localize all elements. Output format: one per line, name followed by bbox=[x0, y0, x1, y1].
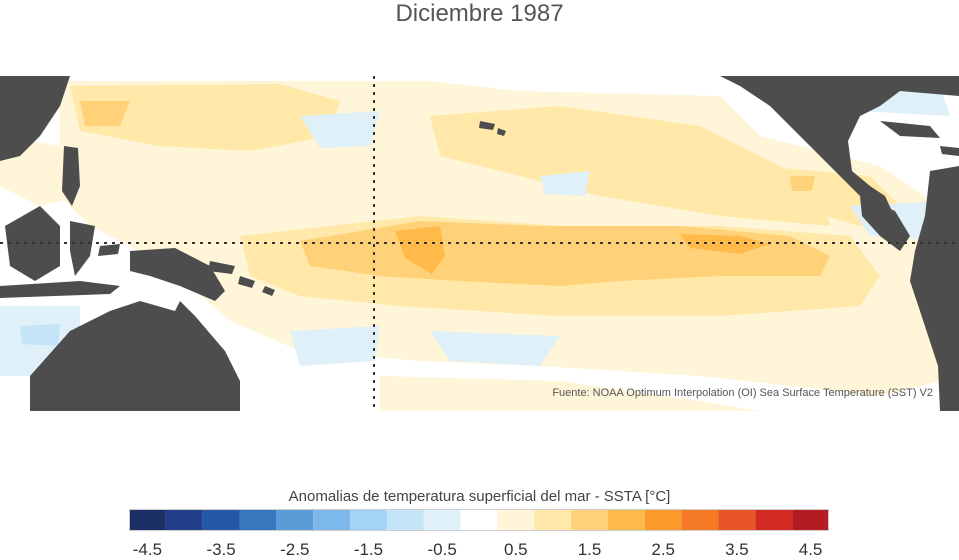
data-source-credit: Fuente: NOAA Optimum Interpolation (OI) … bbox=[552, 387, 933, 399]
colorbar-bin bbox=[534, 509, 572, 531]
colorbar-bin bbox=[644, 509, 682, 531]
colorbar-tick-label: 1.5 bbox=[577, 540, 602, 559]
colorbar-tick-label: -1.5 bbox=[353, 540, 384, 559]
colorbar-bin bbox=[571, 509, 608, 531]
colorbar-bin bbox=[607, 509, 645, 531]
colorbar-tick-label: 2.5 bbox=[651, 540, 676, 559]
land-hawaii bbox=[479, 121, 506, 136]
colorbar-bin bbox=[423, 509, 461, 531]
anomaly-layer-neg-1 bbox=[20, 324, 60, 346]
land-philippines bbox=[62, 146, 80, 206]
land-south-america bbox=[910, 166, 959, 411]
colorbar-bin bbox=[792, 509, 829, 531]
land-sulawesi bbox=[70, 221, 95, 276]
colorbar-bin bbox=[313, 509, 351, 531]
anomaly-layer-2-0 bbox=[395, 226, 770, 274]
colorbar-outline bbox=[129, 509, 829, 531]
colorbar-bin bbox=[202, 509, 240, 531]
colorbar-tick-label: 0.5 bbox=[504, 540, 528, 559]
colorbar-bin bbox=[718, 509, 756, 531]
colorbar-tick-label: 3.5 bbox=[725, 540, 749, 559]
colorbar-tick-label: -2.5 bbox=[280, 540, 310, 559]
colorbar-tick-label: -4.5 bbox=[132, 540, 163, 559]
colorbar-bin bbox=[165, 509, 203, 531]
colorbar-bin bbox=[386, 509, 424, 531]
colorbar-bin bbox=[460, 509, 498, 531]
colorbar bbox=[129, 509, 829, 531]
colorbar-bin bbox=[497, 509, 535, 531]
colorbar-bin bbox=[681, 509, 719, 531]
land-caribbean bbox=[880, 121, 959, 156]
colorbar-bin bbox=[239, 509, 277, 531]
colorbar-bin bbox=[276, 509, 314, 531]
land-islands bbox=[0, 244, 275, 298]
colorbar-bin bbox=[129, 509, 166, 531]
land-central-america bbox=[860, 196, 910, 251]
land-australia bbox=[30, 301, 240, 411]
ssta-map bbox=[0, 76, 959, 411]
map-title: Diciembre 1987 bbox=[395, 0, 564, 27]
colorbar-tick-label: -0.5 bbox=[427, 540, 457, 559]
colorbar-tick-label: -3.5 bbox=[206, 540, 236, 559]
colorbar-tick-label: 4.5 bbox=[798, 540, 823, 559]
colorbar-title: Anomalias de temperatura superficial del… bbox=[288, 488, 671, 505]
land-north-america bbox=[720, 76, 959, 211]
land-asia bbox=[0, 76, 70, 161]
land-masses bbox=[0, 76, 959, 411]
land-new-guinea bbox=[130, 248, 225, 301]
colorbar-bin bbox=[350, 509, 387, 531]
colorbar-bin bbox=[755, 509, 793, 531]
